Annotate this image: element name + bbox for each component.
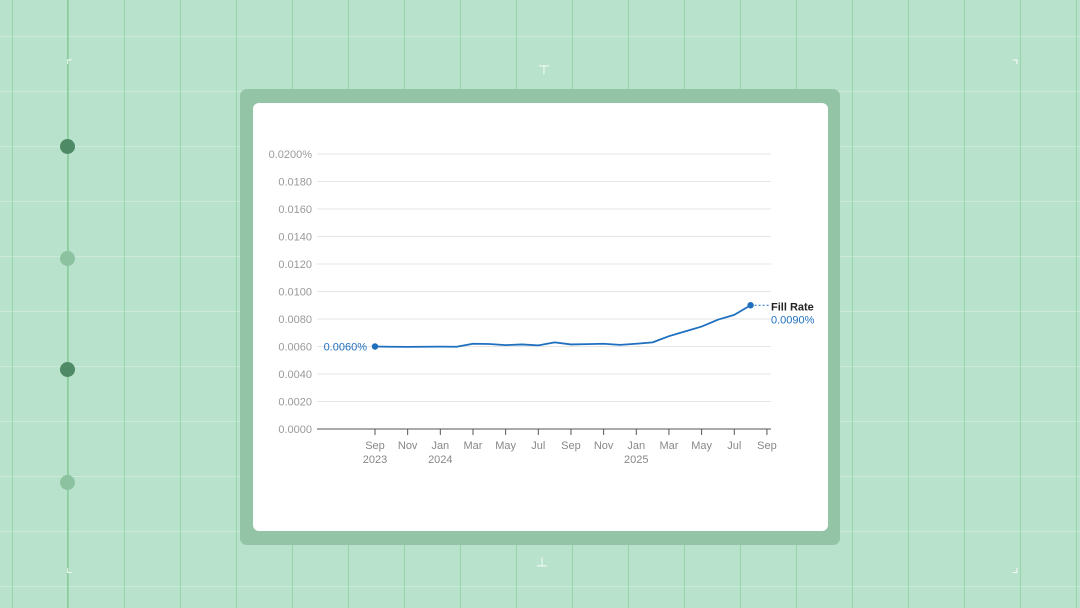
y-tick-label: 0.0080 — [278, 314, 312, 326]
y-tick-label: 0.0120 — [278, 259, 312, 271]
y-tick-label: 0.0020 — [278, 397, 312, 409]
y-axis-ticks: 0.0000 0.0020 0.0040 0.0060 0.0080 0.0100 0.01… — [269, 149, 313, 436]
timeline-dot[interactable] — [60, 475, 75, 490]
start-value-label: 0.0060% — [324, 342, 368, 354]
timeline-dot[interactable] — [60, 139, 75, 154]
x-tick-label: Jan — [431, 440, 449, 452]
x-axis-ticks: Sep 2023 Nov Jan 2024 Mar May Jul Sep Nov Jan 2025 M… — [363, 429, 777, 466]
x-tick-label: Jul — [727, 440, 741, 452]
x-tick-label: Mar — [659, 440, 678, 452]
timeline-dot[interactable] — [60, 362, 75, 377]
x-tick-label: Mar — [464, 440, 483, 452]
series-line — [374, 304, 752, 348]
y-tick-label: 0.0040 — [278, 369, 312, 381]
x-tick-label: Nov — [398, 440, 418, 452]
x-tick-label: Nov — [594, 440, 614, 452]
y-tick-label: 0.0000 — [278, 424, 312, 436]
chart-card — [253, 103, 828, 531]
crosshair-mark: ┴ — [537, 557, 547, 573]
x-tick-label: May — [691, 440, 712, 452]
y-tick-label: 0.0160 — [278, 204, 312, 216]
corner-mark: ⌜ — [66, 57, 73, 73]
timeline-rail — [67, 0, 68, 608]
x-tick-label: Sep — [757, 440, 777, 452]
y-tick-label: 0.0180 — [278, 177, 312, 189]
data-point — [747, 302, 754, 309]
timeline-dot[interactable] — [60, 251, 75, 266]
y-tick-label: 0.0200% — [269, 149, 313, 161]
x-tick-label: Sep — [365, 440, 385, 452]
series-end-label: Fill Rate — [771, 301, 814, 313]
y-tick-label: 0.0140 — [278, 232, 312, 244]
series-end-value: 0.0090% — [771, 314, 815, 326]
corner-mark: ⌝ — [1012, 57, 1019, 73]
data-point — [371, 343, 379, 350]
corner-mark: ⌞ — [66, 559, 73, 575]
crosshair-mark: ┬ — [539, 57, 549, 73]
series-layer — [371, 302, 769, 350]
x-tick-year-label: 2025 — [624, 454, 648, 466]
x-tick-label: Sep — [561, 440, 581, 452]
y-tick-label: 0.0060 — [278, 342, 312, 354]
y-tick-label: 0.0100 — [278, 287, 312, 299]
x-tick-label: May — [495, 440, 516, 452]
gridlines — [317, 153, 771, 402]
x-tick-year-label: 2024 — [428, 454, 452, 466]
corner-mark: ⌟ — [1012, 559, 1019, 575]
x-tick-year-label: 2023 — [363, 454, 387, 466]
x-tick-label: Jul — [531, 440, 545, 452]
x-tick-label: Jan — [627, 440, 645, 452]
